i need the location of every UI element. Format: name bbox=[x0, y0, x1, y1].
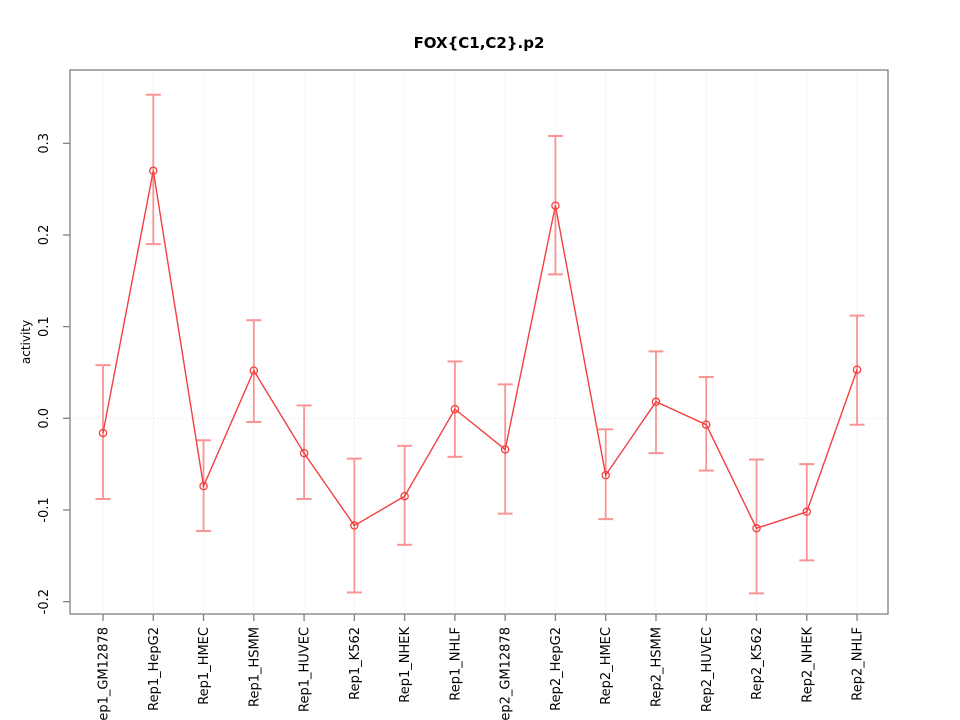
x-tick-label: Rep2_HepG2 bbox=[549, 627, 564, 711]
data-point-marker bbox=[651, 397, 661, 407]
x-tick-label: Rep2_HMEC bbox=[599, 627, 614, 705]
x-tick-label: Rep1_NHLF bbox=[448, 627, 463, 701]
data-point-marker bbox=[249, 366, 259, 375]
data-point-marker bbox=[701, 420, 711, 429]
x-tick-label: Rep1_GM12878 bbox=[97, 627, 112, 720]
x-tick-label: Rep2_GM12878 bbox=[499, 627, 514, 720]
data-layer bbox=[95, 93, 865, 595]
data-point-marker bbox=[149, 166, 158, 176]
data-point-marker bbox=[601, 470, 610, 480]
data-point-marker bbox=[450, 404, 460, 414]
data-point-marker bbox=[299, 448, 309, 458]
x-tick-label: Rep1_HSMM bbox=[247, 627, 262, 707]
x-tick-label: Rep2_HUVEC bbox=[700, 627, 715, 712]
y-tick-label: -0.1 bbox=[37, 497, 52, 522]
data-point-marker bbox=[400, 491, 409, 501]
data-point-marker bbox=[500, 445, 510, 454]
y-tick-label: 0.3 bbox=[37, 133, 52, 154]
plot-frame bbox=[69, 69, 889, 615]
x-tick-label: Rep1_HepG2 bbox=[147, 627, 162, 711]
y-axis-label: activity bbox=[19, 320, 33, 364]
data-point-marker bbox=[752, 524, 761, 533]
x-tick-label: Rep1_HUVEC bbox=[298, 627, 313, 712]
data-point-marker bbox=[199, 481, 208, 491]
y-tick-label: 0.2 bbox=[37, 225, 52, 246]
chart-title: FOX{C1,C2}.p2 bbox=[414, 34, 545, 52]
data-point-marker bbox=[98, 428, 108, 438]
series-line bbox=[102, 170, 858, 530]
x-tick-label: Rep2_NHLF bbox=[851, 627, 866, 701]
y-tick-label: 0.0 bbox=[37, 408, 52, 429]
data-point-marker bbox=[802, 507, 812, 517]
x-tick-label: Rep2_NHEK bbox=[800, 627, 815, 703]
y-tick-label: 0.1 bbox=[37, 316, 52, 337]
axis-layer: -0.2 -0.1 0.0 0.1 0.2 0.3 Rep1_GM12878 Rep1_Hep… bbox=[37, 69, 889, 720]
data-point-marker bbox=[350, 521, 359, 530]
x-tick-label: Rep1_HMEC bbox=[197, 627, 212, 705]
x-tick-label: Rep1_NHEK bbox=[398, 627, 413, 703]
x-tick-label: Rep1_K562 bbox=[348, 627, 363, 700]
y-tick-label: -0.2 bbox=[37, 589, 52, 614]
data-point-marker bbox=[852, 365, 862, 374]
grid-layer bbox=[70, 70, 888, 614]
data-point-marker bbox=[551, 201, 560, 210]
x-tick-label: Rep2_HSMM bbox=[650, 627, 665, 707]
x-tick-label: Rep2_K562 bbox=[750, 627, 765, 700]
